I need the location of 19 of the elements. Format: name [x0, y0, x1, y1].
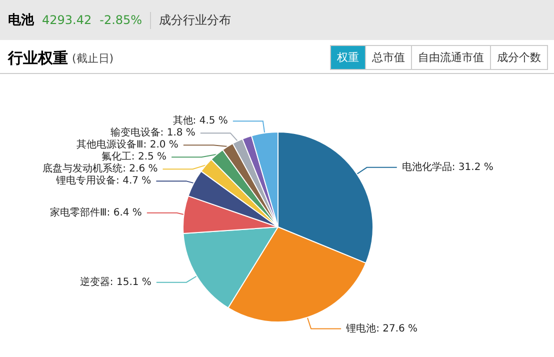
slice-label: 输变电设备: 1.8 %	[110, 126, 196, 139]
slice-label: 其他: 4.5 %	[172, 114, 228, 127]
slice-label: 锂电专用设备: 4.7 %	[55, 174, 152, 187]
text: 成分行业分布	[150, 12, 232, 28]
tab[interactable]: 总市值	[365, 46, 411, 69]
tab[interactable]: 成分个数	[490, 46, 547, 69]
slice-label: 氟化工: 2.5 %	[101, 150, 167, 163]
slice-label: 逆变器: 15.1 %	[80, 276, 152, 288]
chart-subtitle: (截止日)	[72, 50, 114, 66]
slice-label: 底盘与发动机系统: 2.6 %	[42, 162, 158, 175]
slice-label: 电池化学品: 31.2 %	[402, 160, 494, 173]
slice-label: 锂电池: 27.6 %	[345, 322, 418, 334]
text: 电池	[8, 12, 34, 29]
text: -2.85%	[100, 13, 142, 27]
slice-label: 家电零部件Ⅲ: 6.4 %	[50, 206, 142, 218]
slice-label: 其他电源设备Ⅲ: 2.0 %	[76, 138, 178, 151]
chart-title: 行业权重	[8, 48, 68, 68]
tab[interactable]: 自由流通市值	[411, 46, 490, 69]
text: 4293.42	[42, 13, 92, 27]
